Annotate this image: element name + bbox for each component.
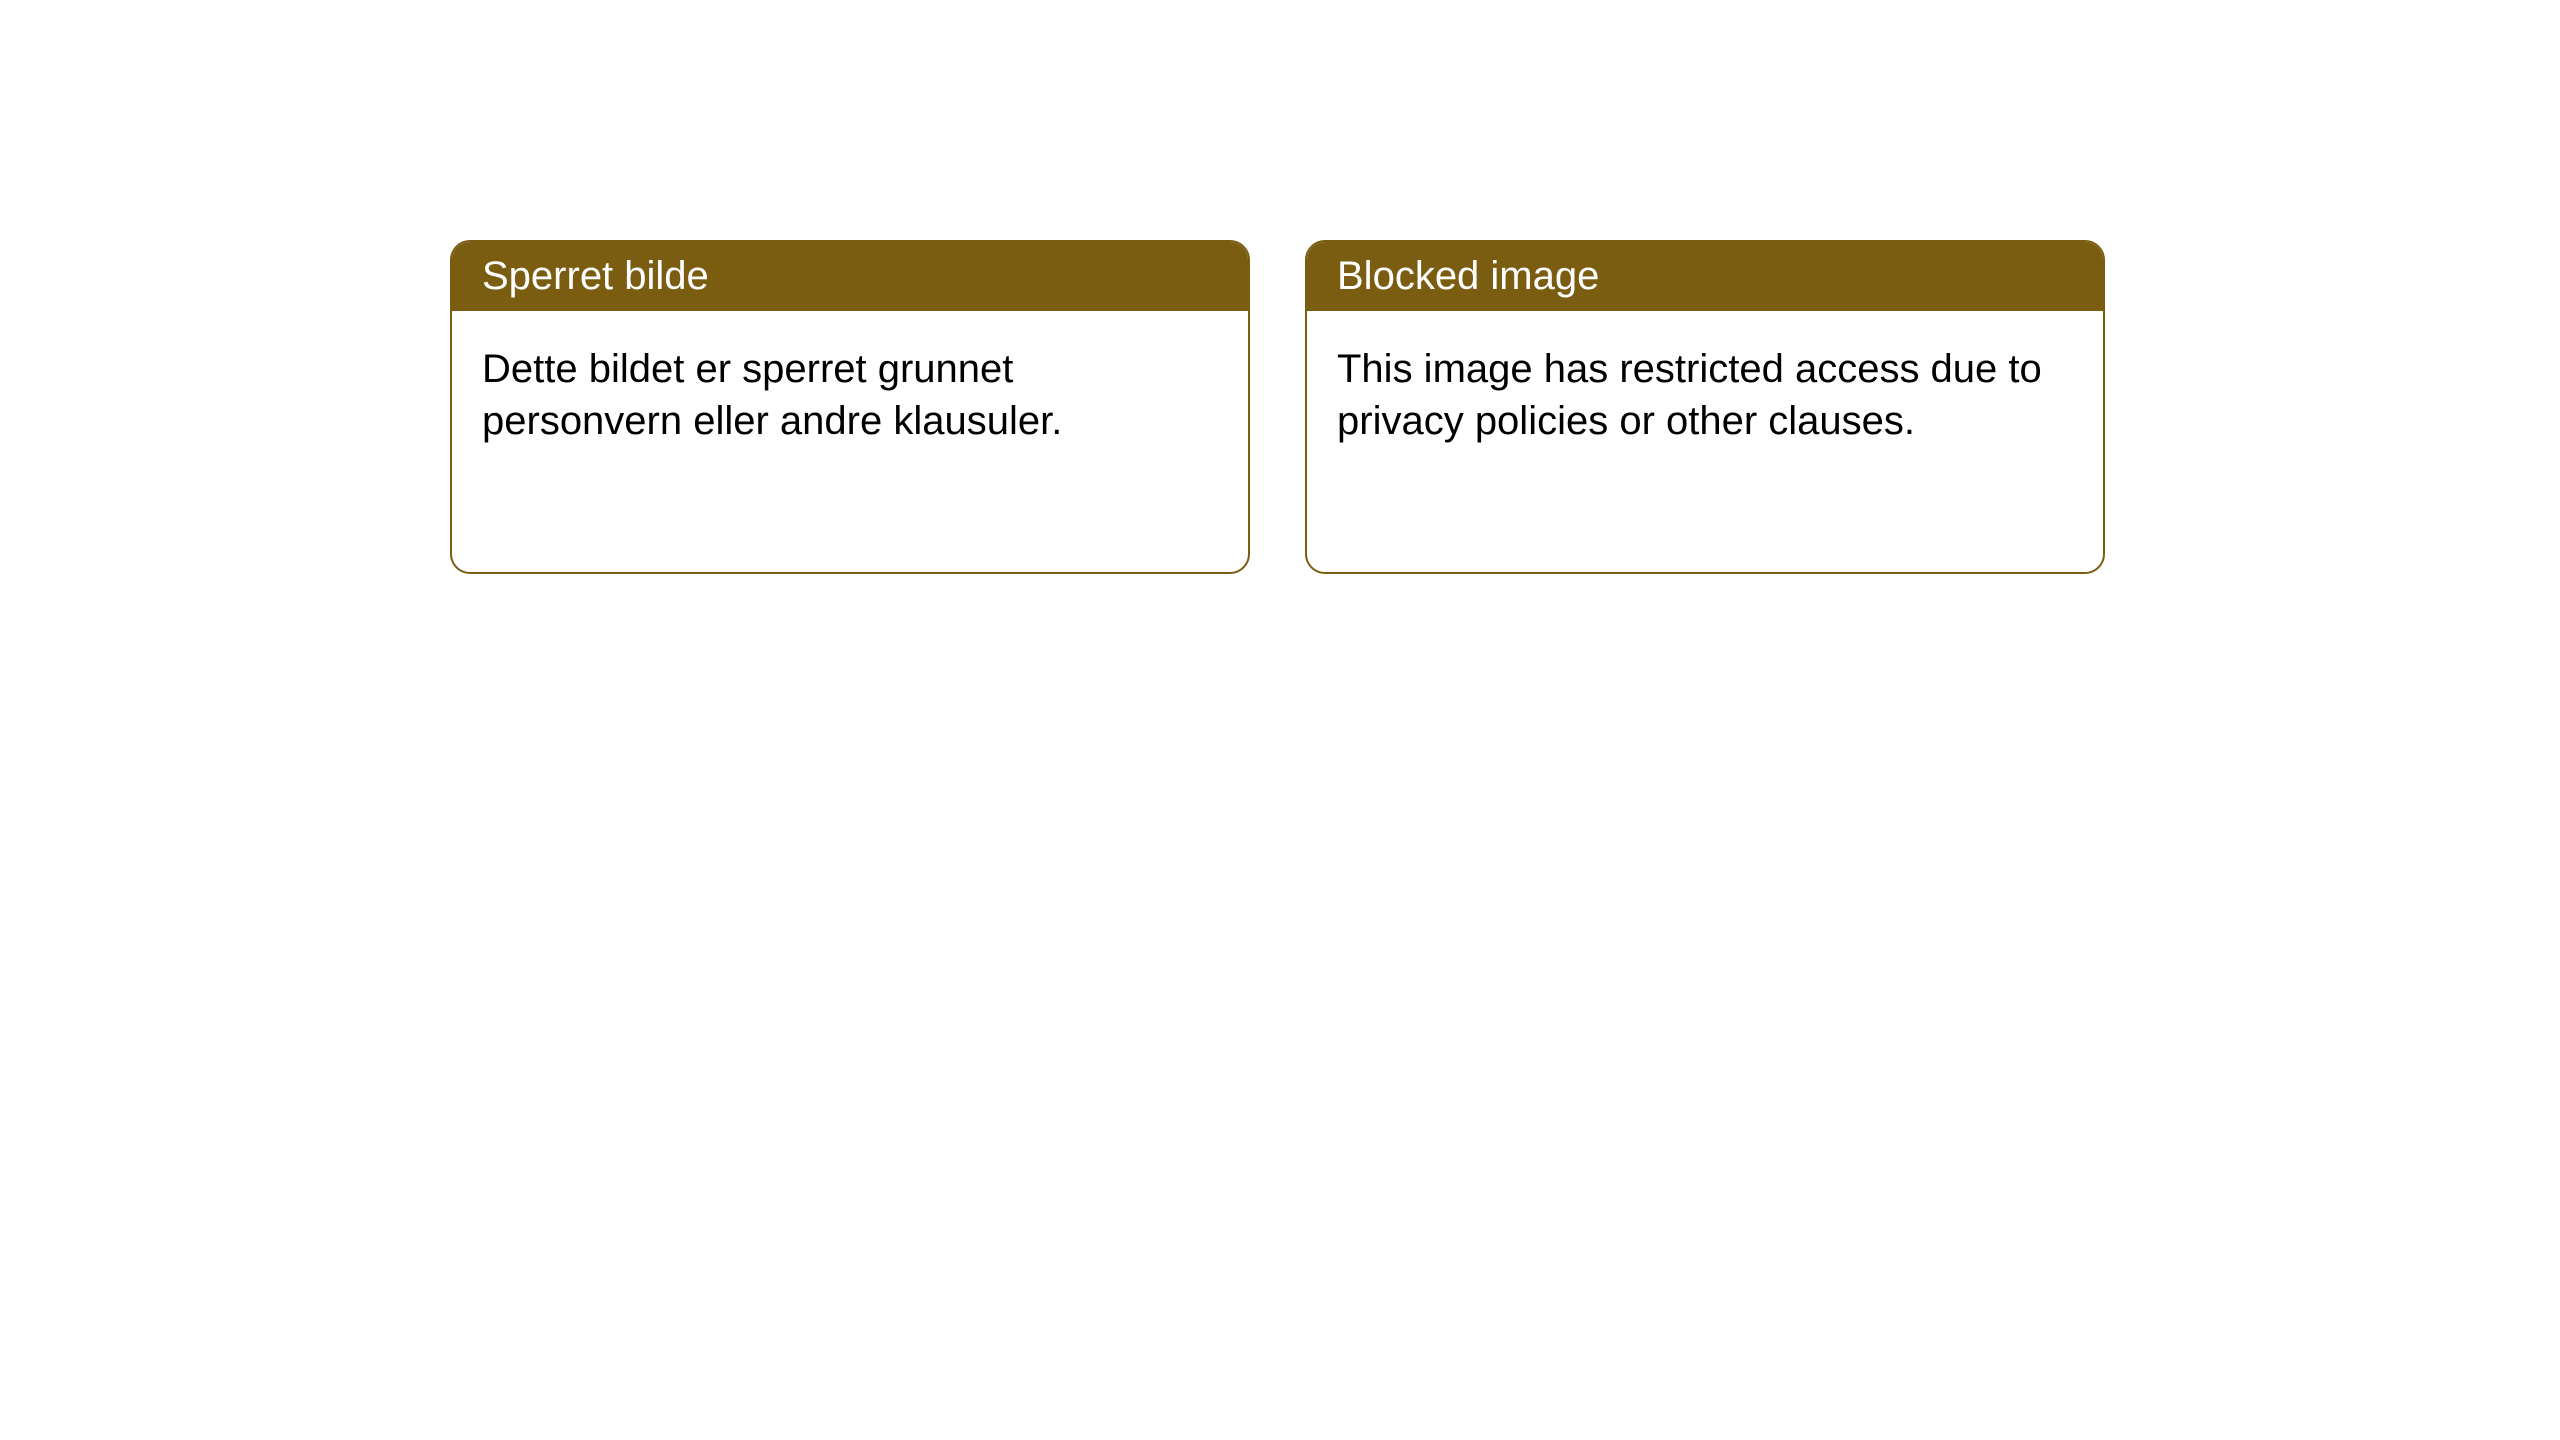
notice-body-no: Dette bildet er sperret grunnet personve… bbox=[452, 311, 1248, 479]
notice-title: Sperret bilde bbox=[482, 254, 709, 298]
notice-header-en: Blocked image bbox=[1307, 242, 2103, 311]
notice-card-en: Blocked image This image has restricted … bbox=[1305, 240, 2105, 574]
notice-title: Blocked image bbox=[1337, 254, 1599, 298]
notice-text: This image has restricted access due to … bbox=[1337, 347, 2042, 443]
notice-text: Dette bildet er sperret grunnet personve… bbox=[482, 347, 1062, 443]
notice-header-no: Sperret bilde bbox=[452, 242, 1248, 311]
notice-body-en: This image has restricted access due to … bbox=[1307, 311, 2103, 479]
notice-card-no: Sperret bilde Dette bildet er sperret gr… bbox=[450, 240, 1250, 574]
notice-container: Sperret bilde Dette bildet er sperret gr… bbox=[450, 240, 2560, 574]
